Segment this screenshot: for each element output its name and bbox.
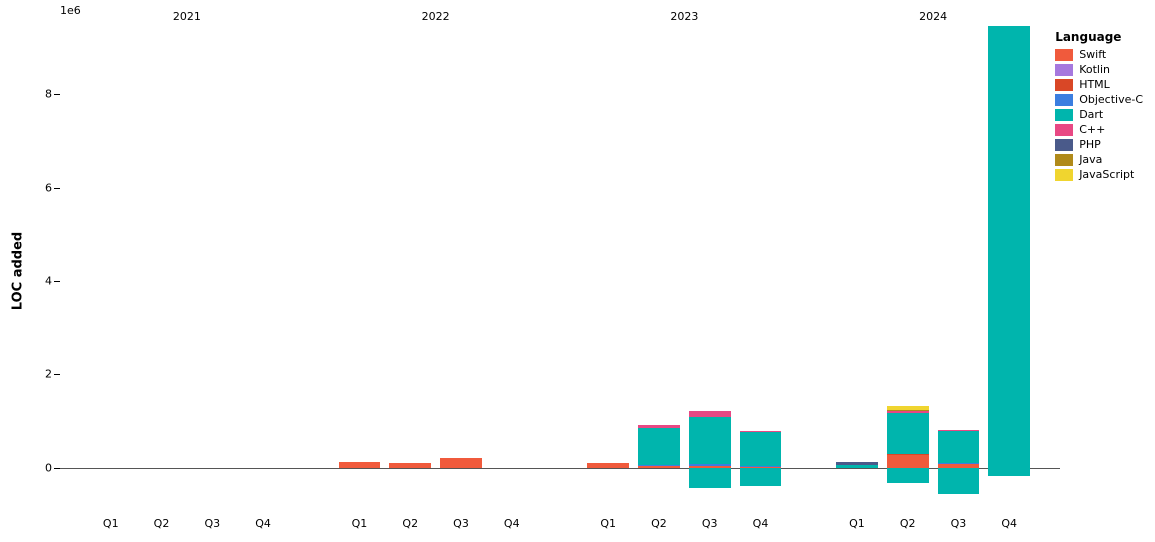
legend-swatch [1055, 94, 1073, 106]
quarter-label: Q1 [600, 517, 616, 530]
quarter-label: Q1 [849, 517, 865, 530]
bar-segment [389, 463, 431, 468]
bar-segment [836, 462, 878, 465]
legend-swatch [1055, 49, 1073, 61]
legend-item: C++ [1055, 123, 1143, 136]
ytick-label: 4 [45, 275, 52, 288]
quarter-label: Q4 [504, 517, 520, 530]
bar-segment [638, 466, 680, 468]
plot-area: 2021202220232024Q1Q2Q3Q4Q1Q2Q3Q4Q1Q2Q3Q4… [60, 10, 1060, 510]
legend-swatch [1055, 139, 1073, 151]
bar-segment [938, 430, 980, 431]
bar-segment [638, 428, 680, 464]
legend-label: Kotlin [1079, 63, 1110, 76]
bar-segment [938, 431, 980, 464]
legend-item: Objective-C [1055, 93, 1143, 106]
bar-segment [887, 454, 929, 455]
bar-segment [887, 411, 929, 412]
bar-segment-neg [740, 468, 782, 486]
bar-segment-neg [887, 468, 929, 483]
bar-segment [887, 413, 929, 454]
quarter-label: Q4 [255, 517, 271, 530]
legend-swatch [1055, 79, 1073, 91]
legend-item: Swift [1055, 48, 1143, 61]
bar-segment [689, 411, 731, 418]
quarter-label: Q4 [1001, 517, 1017, 530]
year-label: 2024 [919, 10, 947, 23]
bar-segment [440, 458, 482, 468]
legend-label: Dart [1079, 108, 1103, 121]
quarter-label: Q2 [402, 517, 418, 530]
bar-segment [938, 463, 980, 464]
yaxis-label: LOC added [11, 232, 26, 310]
bar-segment [339, 462, 381, 468]
figure: 1e6 LOC added 02468 2021202220232024Q1Q2… [0, 0, 1155, 542]
bar-segment [740, 431, 782, 466]
bar-segment [887, 455, 929, 468]
legend-label: HTML [1079, 78, 1110, 91]
legend-item: Dart [1055, 108, 1143, 121]
legend-label: PHP [1079, 138, 1101, 151]
bar-segment [587, 463, 629, 468]
year-label: 2023 [670, 10, 698, 23]
ytick-label: 6 [45, 181, 52, 194]
legend-swatch [1055, 64, 1073, 76]
legend-swatch [1055, 109, 1073, 121]
year-label: 2021 [173, 10, 201, 23]
legend-label: Swift [1079, 48, 1106, 61]
bar-segment [887, 406, 929, 410]
quarter-label: Q3 [702, 517, 718, 530]
year-label: 2022 [422, 10, 450, 23]
bar-segment [740, 466, 782, 467]
legend-label: C++ [1079, 123, 1105, 136]
legend-swatch [1055, 154, 1073, 166]
bar-segment [689, 417, 731, 464]
bar-segment [988, 26, 1030, 468]
quarter-label: Q3 [204, 517, 220, 530]
quarter-label: Q4 [753, 517, 769, 530]
bar-segment-neg [689, 468, 731, 488]
bar-segment [689, 464, 731, 466]
quarter-label: Q2 [651, 517, 667, 530]
legend-label: Java [1079, 153, 1102, 166]
quarter-label: Q2 [154, 517, 170, 530]
ytick-label: 2 [45, 368, 52, 381]
bar-segment-neg [938, 468, 980, 494]
legend-title: Language [1055, 30, 1143, 44]
legend-swatch [1055, 169, 1073, 181]
legend-item: Java [1055, 153, 1143, 166]
legend-item: Kotlin [1055, 63, 1143, 76]
legend-label: Objective-C [1079, 93, 1143, 106]
legend: Language Swift Kotlin HTML Objective-C Dart C… [1055, 30, 1143, 183]
quarter-label: Q2 [900, 517, 916, 530]
legend-label: JavaScript [1079, 168, 1134, 181]
quarter-label: Q3 [453, 517, 469, 530]
bar-segment [740, 431, 782, 432]
bar-segment [638, 465, 680, 466]
legend-swatch [1055, 124, 1073, 136]
bar-segment [638, 425, 680, 428]
legend-item: HTML [1055, 78, 1143, 91]
quarter-label: Q3 [951, 517, 967, 530]
bar-segment [887, 410, 929, 411]
legend-item: JavaScript [1055, 168, 1143, 181]
bar-segment-neg [988, 468, 1030, 476]
legend-item: PHP [1055, 138, 1143, 151]
quarter-label: Q1 [103, 517, 119, 530]
ytick-label: 8 [45, 88, 52, 101]
bar-segment [836, 465, 878, 468]
quarter-label: Q1 [352, 517, 368, 530]
ytick-label: 0 [45, 461, 52, 474]
